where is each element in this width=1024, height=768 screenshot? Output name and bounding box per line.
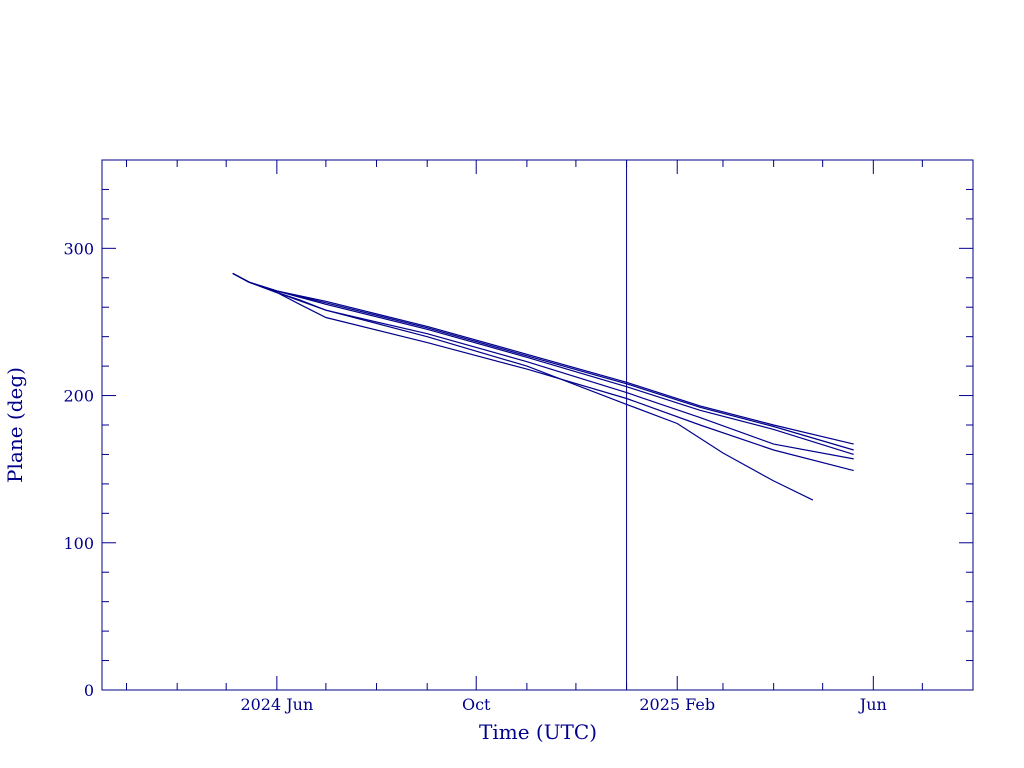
series-group bbox=[232, 272, 854, 501]
y-axis-label: Plane (deg) bbox=[3, 367, 27, 483]
x-axis-label: Time (UTC) bbox=[479, 720, 597, 744]
x-tick-label: Oct bbox=[462, 695, 491, 714]
tick-labels: 0 100 200 300 2024 Jun Oct 2025 Feb Jun bbox=[63, 239, 886, 714]
plot-frame bbox=[101, 159, 974, 691]
y-tick-label: 200 bbox=[63, 387, 94, 406]
axis-ticks bbox=[102, 159, 973, 691]
y-tick-label: 300 bbox=[63, 239, 94, 258]
x-tick-label: 2025 Feb bbox=[639, 695, 715, 714]
y-tick-label: 0 bbox=[84, 681, 94, 700]
series-line-3 bbox=[232, 272, 854, 455]
y-tick-label: 100 bbox=[63, 534, 94, 553]
series-line-6 bbox=[232, 272, 814, 501]
x-tick-label: Jun bbox=[858, 695, 887, 714]
x-tick-label: 2024 Jun bbox=[240, 695, 313, 714]
series-line-1 bbox=[232, 272, 854, 445]
